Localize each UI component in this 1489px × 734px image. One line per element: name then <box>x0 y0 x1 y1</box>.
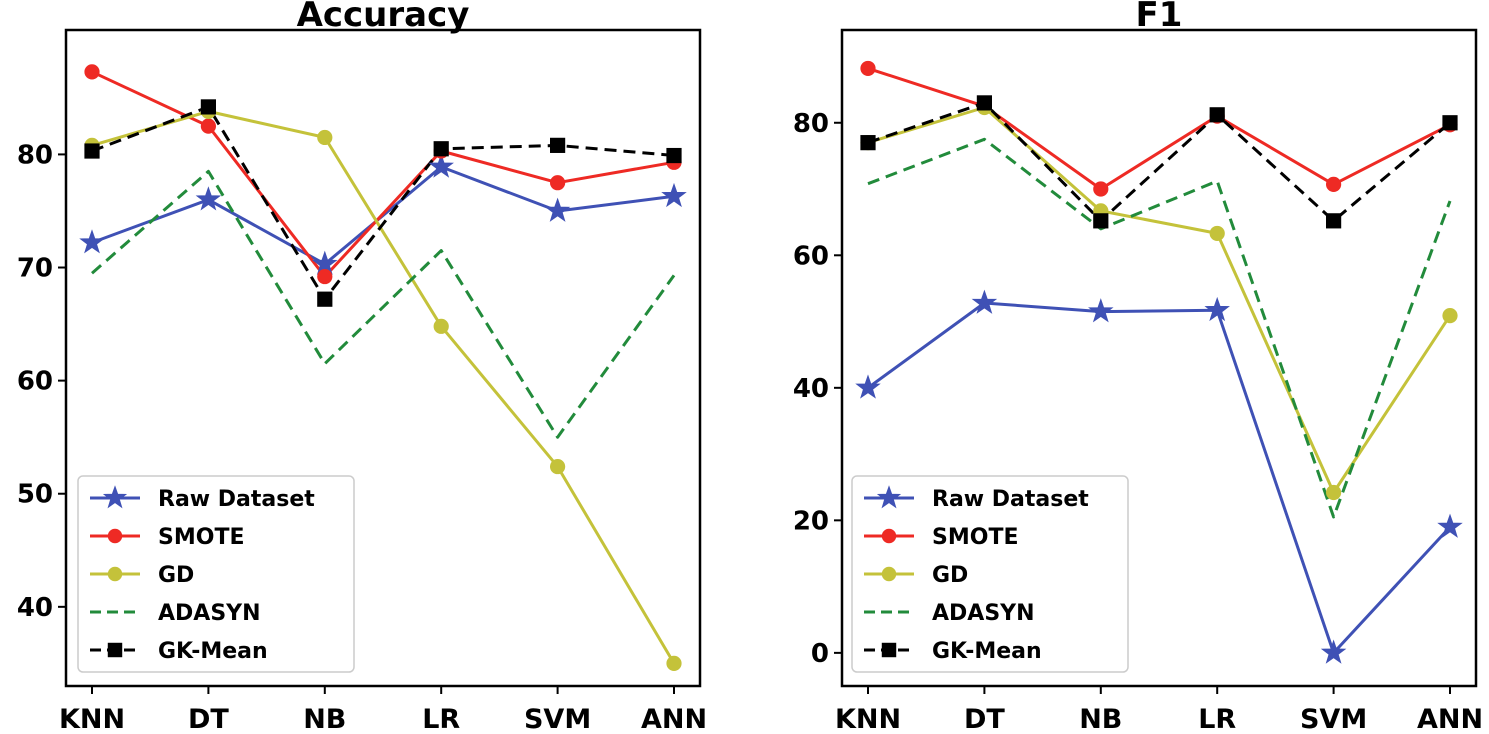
y-tick-label: 40 <box>793 374 829 404</box>
y-tick-label: 60 <box>17 367 53 397</box>
legend-label: SMOTE <box>932 525 1018 550</box>
data-point-smote <box>550 175 566 191</box>
legend-marker <box>107 566 123 582</box>
data-point-gd <box>1442 307 1458 324</box>
x-tick-label: SVM <box>524 704 591 734</box>
series-line-smote <box>867 66 1451 191</box>
legend: Raw Dataset SMOTE GD ADASYN GK-Mean <box>851 475 1129 673</box>
data-point-gk-mean <box>433 141 449 157</box>
legend-marker <box>107 642 123 658</box>
legend-marker <box>102 485 128 509</box>
legend-marker <box>876 485 902 509</box>
legend-label: Raw Dataset <box>158 487 315 512</box>
legend-label: ADASYN <box>158 601 261 626</box>
x-tick-label: SVM <box>1300 704 1367 734</box>
legend-label: ADASYN <box>932 601 1035 626</box>
data-point-gk-mean <box>1093 213 1109 229</box>
data-point-smote <box>1093 181 1109 197</box>
series-line-gd <box>867 106 1452 494</box>
legend-marker <box>881 642 897 658</box>
series-line-gk-mean <box>91 105 675 301</box>
legend-marker <box>107 528 123 544</box>
data-point-smote <box>200 118 216 134</box>
legend-label: Raw Dataset <box>932 487 1089 512</box>
legend: Raw Dataset SMOTE GD ADASYN GK-Mean <box>77 475 355 673</box>
legend-box <box>77 475 355 673</box>
data-point-raw-dataset <box>428 153 454 178</box>
legend-label: GK-Mean <box>932 639 1042 664</box>
legend-box <box>851 475 1129 673</box>
y-tick-label: 60 <box>793 241 829 271</box>
plot-frame <box>840 28 1478 688</box>
series-line-adasyn <box>91 169 676 439</box>
y-tick-label: 80 <box>17 140 53 170</box>
y-tick-label: 20 <box>793 506 829 536</box>
data-point-gk-mean <box>550 137 566 153</box>
data-point-raw-dataset <box>661 182 687 208</box>
data-point-raw-dataset <box>195 186 222 211</box>
legend-label: GD <box>932 563 968 588</box>
y-tick-label: 70 <box>17 254 53 284</box>
series-line-raw-dataset <box>867 301 1452 655</box>
legend-marker <box>881 528 897 544</box>
data-point-gk-mean <box>666 147 682 164</box>
y-tick-label: 50 <box>17 480 53 510</box>
data-point-smote <box>84 64 100 80</box>
data-point-raw-dataset <box>1437 513 1463 538</box>
data-point-raw-dataset <box>1204 296 1230 322</box>
data-point-gd <box>666 655 682 671</box>
data-point-raw-dataset <box>1088 298 1114 323</box>
data-point-gd <box>1209 225 1225 242</box>
data-point-gk-mean <box>860 135 876 151</box>
data-point-raw-dataset <box>855 374 881 399</box>
series-line-gk-mean <box>867 101 1451 223</box>
data-point-gk-mean <box>976 95 992 111</box>
data-point-smote <box>1326 176 1342 192</box>
legend-label: GK-Mean <box>158 639 268 664</box>
data-point-gd <box>433 318 449 334</box>
data-point-gk-mean <box>317 291 333 307</box>
x-tick-label: NB <box>1079 704 1122 734</box>
data-point-raw-dataset <box>1320 639 1347 664</box>
data-point-smote <box>860 60 876 77</box>
x-tick-label: LR <box>422 704 460 734</box>
x-tick-label: DT <box>188 704 229 734</box>
plot-frame <box>64 28 702 688</box>
legend-label: SMOTE <box>158 525 244 550</box>
x-tick-label: LR <box>1198 704 1236 734</box>
data-point-raw-dataset <box>971 289 998 314</box>
data-point-gk-mean <box>1209 107 1225 123</box>
data-point-gd <box>317 129 333 146</box>
data-point-gk-mean <box>84 143 100 159</box>
series-line-smote <box>91 70 675 279</box>
data-point-raw-dataset <box>312 250 338 275</box>
y-tick-label: 80 <box>793 109 829 139</box>
x-tick-label: NB <box>303 704 346 734</box>
data-point-gk-mean <box>1326 213 1342 229</box>
data-point-raw-dataset <box>544 197 571 222</box>
y-tick-label: 40 <box>17 593 53 623</box>
data-point-gk-mean <box>200 99 216 115</box>
data-point-smote <box>317 268 333 285</box>
series-line-adasyn <box>867 137 1452 519</box>
series-line-gd <box>91 109 676 665</box>
x-tick-label: ANN <box>641 704 707 734</box>
x-tick-label: ANN <box>1417 704 1483 734</box>
x-tick-label: KNN <box>59 704 125 734</box>
x-tick-label: DT <box>964 704 1005 734</box>
data-point-gd <box>1326 484 1342 501</box>
x-tick-label: KNN <box>835 704 901 734</box>
legend-label: GD <box>158 563 194 588</box>
data-point-gd <box>550 458 566 475</box>
legend-marker <box>881 566 897 582</box>
data-point-gk-mean <box>1442 115 1458 131</box>
data-point-raw-dataset <box>79 229 105 254</box>
y-tick-label: 0 <box>811 639 829 669</box>
